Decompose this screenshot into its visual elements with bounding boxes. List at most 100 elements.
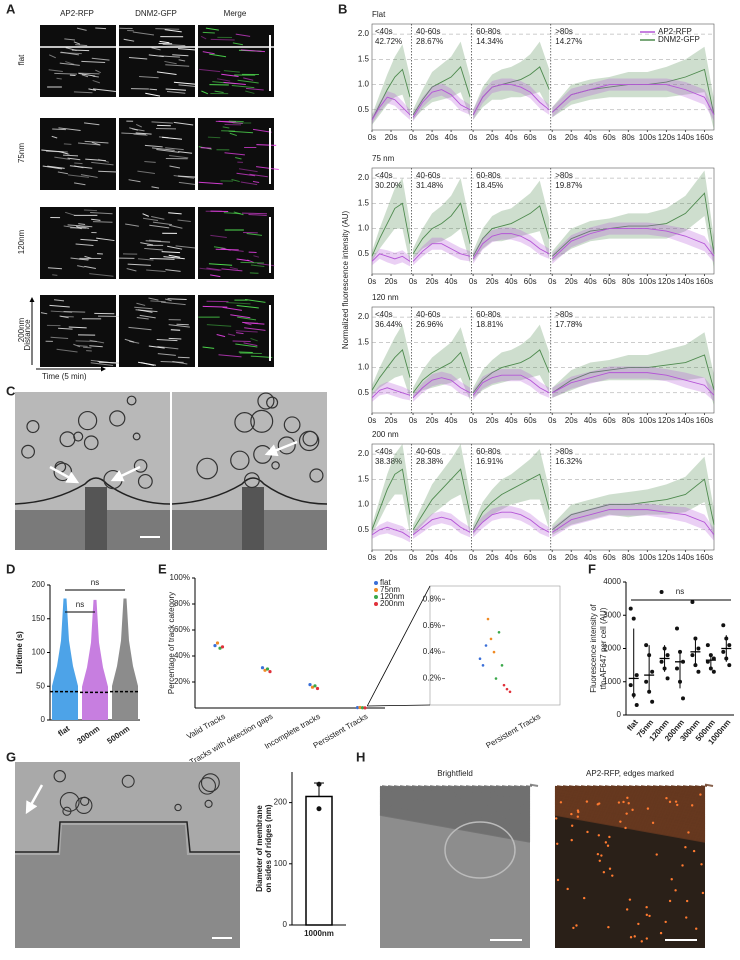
- dot: [628, 683, 633, 688]
- streak: [224, 152, 245, 156]
- dot: [711, 669, 716, 674]
- y-tick-label: 40%: [174, 651, 190, 660]
- streak: [248, 213, 267, 216]
- streak: [151, 215, 165, 220]
- ridge-line: [379, 811, 531, 841]
- em-vesicle: [77, 410, 98, 431]
- segment-share: 17.78%: [555, 320, 582, 329]
- ridge-line: [379, 794, 531, 824]
- y-tick-label: 2.0: [358, 312, 370, 321]
- streak: [91, 161, 114, 166]
- y-tick-label: 200: [274, 798, 288, 807]
- spot: [576, 809, 580, 812]
- dot: [260, 666, 265, 670]
- profile-line: [412, 66, 471, 116]
- spot: [582, 896, 586, 900]
- streak: [123, 38, 135, 42]
- em-vesicle: [266, 396, 279, 409]
- y-tick-label: 1.5: [358, 474, 370, 483]
- streak: [160, 360, 184, 363]
- streak: [67, 174, 89, 178]
- streak: [167, 245, 183, 250]
- dot: [650, 669, 655, 674]
- x-tick-label: 20s: [426, 553, 439, 562]
- em-vesicle: [204, 799, 213, 808]
- spot: [617, 801, 621, 804]
- y-tick-label: 0.5: [358, 249, 370, 258]
- streak: [245, 299, 266, 303]
- ridge-line: [554, 794, 706, 824]
- em-vesicle: [283, 416, 301, 434]
- spot: [559, 801, 563, 804]
- streak: [125, 223, 139, 227]
- em-vesicle: [53, 769, 66, 783]
- profile-line: [552, 372, 715, 396]
- dot: [631, 616, 636, 621]
- ridge-line: [507, 785, 531, 791]
- streak: [64, 38, 76, 41]
- x-tick-label: flat: [56, 724, 71, 738]
- ridge-line: [554, 786, 706, 816]
- streak: [245, 90, 255, 94]
- ridge-line: [598, 785, 706, 807]
- streak: [142, 217, 159, 221]
- kymograph: [198, 207, 274, 279]
- dot: [721, 623, 726, 628]
- y-tick-label: 0.8%: [423, 594, 441, 603]
- profile-line: [371, 387, 411, 399]
- dot: [727, 643, 732, 648]
- streak: [173, 81, 198, 85]
- image-title: Brightfield: [437, 769, 473, 778]
- dot: [215, 641, 220, 645]
- streak: [144, 247, 163, 251]
- streak: [201, 90, 209, 95]
- spot: [695, 927, 698, 930]
- spot: [628, 898, 632, 901]
- y-tick-label: 0.5: [358, 105, 370, 114]
- error-band: [473, 324, 550, 398]
- dot: [708, 666, 713, 671]
- ridge-line: [399, 785, 531, 811]
- streak: [70, 257, 89, 261]
- dot: [711, 656, 716, 661]
- x-tick-label: 40s: [445, 277, 458, 286]
- streak: [137, 258, 154, 261]
- ridge-line: [664, 785, 706, 795]
- error-band: [473, 369, 550, 401]
- ridge-line: [379, 805, 531, 835]
- x-tick-label: 100s: [639, 553, 656, 562]
- streak: [151, 47, 161, 51]
- spot: [668, 800, 672, 804]
- streak: [176, 323, 189, 326]
- ridge-line: [477, 785, 531, 797]
- x-tick-label: Valid Tracks: [185, 712, 227, 741]
- ridge-line: [554, 813, 706, 843]
- ridge-line: [379, 812, 531, 842]
- streak: [96, 237, 115, 242]
- legend-swatch: [374, 581, 378, 585]
- y-tick-label: 2.0: [358, 449, 370, 458]
- streak: [222, 126, 230, 129]
- streak: [221, 247, 231, 251]
- y-axis-label: Percentage of track category: [167, 592, 176, 694]
- ridge-line: [682, 785, 706, 791]
- streak: [128, 326, 152, 331]
- streak: [75, 340, 97, 343]
- streak: [51, 135, 58, 139]
- em-membrane: [14, 477, 171, 505]
- spot: [607, 925, 610, 929]
- streak: [137, 170, 155, 174]
- streak: [218, 354, 242, 358]
- streak: [92, 221, 113, 223]
- dot: [494, 677, 498, 680]
- ridge-line: [379, 809, 531, 839]
- segment-label: >80s: [555, 447, 573, 456]
- x-tick-label: 160s: [696, 553, 713, 562]
- ridge-line: [554, 806, 706, 836]
- streak: [80, 174, 98, 178]
- y-tick-label: 2.0: [358, 29, 370, 38]
- spot: [625, 812, 628, 815]
- arrow: [264, 440, 298, 457]
- x-tick-label: 120s: [658, 133, 675, 142]
- dot: [500, 664, 504, 667]
